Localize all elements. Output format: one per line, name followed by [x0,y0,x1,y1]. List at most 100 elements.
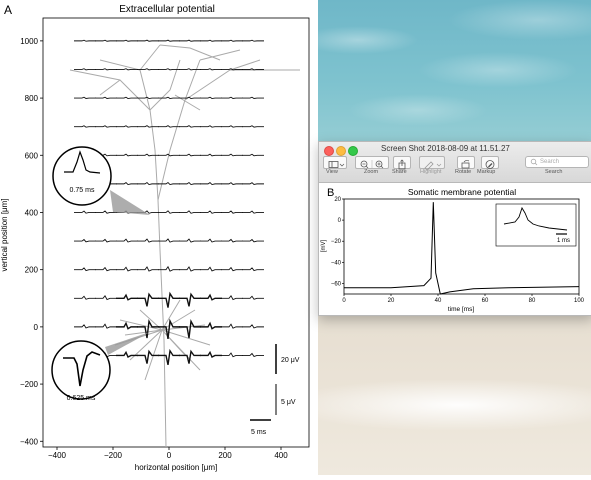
extracellular-trace [116,96,138,99]
panel-b-ylabel: [mV] [321,240,327,253]
extracellular-trace [116,182,138,186]
extracellular-trace [116,293,138,301]
extracellular-trace [221,295,243,301]
extracellular-trace [179,125,201,128]
preview-window[interactable]: Screen Shot 2018-08-09 at 11.51.27 View … [318,141,591,316]
extracellular-trace [221,266,243,272]
extracellular-trace [200,125,222,128]
panel-a-ytick-label: −400 [20,437,39,446]
extracellular-trace [95,68,117,71]
extracellular-trace [242,96,264,99]
panel-b-ytick-label: −40 [331,260,342,266]
extracellular-trace [158,181,180,186]
search-label: Search [545,169,563,175]
rotate-button[interactable] [457,156,475,169]
panel-a-xtick-label: 400 [274,451,288,460]
extracellular-trace [200,210,222,214]
window-titlebar[interactable]: Screen Shot 2018-08-09 at 11.51.27 View … [319,142,591,183]
extracellular-trace [95,39,117,42]
zoom-label: Zoom [364,169,379,175]
extracellular-trace [116,125,138,128]
panel-b-ytick-label: 20 [334,197,341,203]
extracellular-trace [242,210,264,214]
extracellular-trace [158,39,180,42]
panel-a-frame [42,17,310,448]
extracellular-trace [221,182,243,185]
extracellular-trace [158,265,180,272]
close-button[interactable] [324,146,334,156]
extracellular-trace [242,267,264,272]
panel-b-ytick-label: −60 [331,281,342,287]
scale-5uv-label: 5 μV [281,399,296,406]
extracellular-trace [200,266,222,272]
extracellular-trace [221,96,243,99]
extracellular-trace [158,125,180,128]
extracellular-trace [137,68,159,71]
extracellular-trace [200,293,222,301]
extracellular-trace [221,39,243,42]
panel-a-xtick-label: 200 [218,451,232,460]
extracellular-trace [74,39,96,42]
extracellular-trace [221,352,243,358]
extracellular-trace [200,321,222,330]
extracellular-trace [95,210,117,214]
panel-a-xtick-label: 0 [167,451,172,460]
inset-bottom-pointer [105,332,150,355]
extracellular-trace [74,125,96,128]
panel-a-ytick-label: 200 [25,266,39,275]
extracellular-trace [137,238,159,243]
panel-b-xtick-label: 100 [574,298,585,304]
panel-a-yticks: 1000 800 600 400 200 0 −200 −400 [20,37,43,446]
inset-top-trace [64,150,101,174]
share-label: Share [392,169,407,175]
extracellular-trace [200,96,222,99]
panel-b-ytick-label: −20 [331,239,342,245]
inset-top-label: 0.75 ms [70,187,95,194]
panel-b-label: B [327,187,334,199]
inset-bottom-trace [63,351,101,387]
panel-b-xtick-label: 20 [388,298,395,304]
inset-top-pointer [110,190,150,215]
extracellular-trace [221,125,243,128]
search-placeholder: Search [540,159,560,165]
extracellular-trace [179,153,201,157]
markup-button[interactable] [481,156,499,169]
highlight-icon [424,161,442,171]
rotate-label: Rotate [455,169,472,175]
extracellular-trace [158,348,180,366]
extracellular-trace [116,39,138,42]
scale-5ms-label: 5 ms [251,429,267,436]
panel-a-ytick-label: 600 [25,151,39,160]
search-input[interactable]: Search [525,156,589,168]
highlight-button[interactable] [419,156,445,171]
extracellular-trace [179,292,201,307]
window-title: Screen Shot 2018-08-09 at 11.51.27 [381,144,510,153]
extracellular-trace [242,182,264,185]
extracellular-trace [242,324,264,329]
share-button[interactable] [393,156,411,170]
extracellular-trace [242,153,264,157]
panel-b-title: Somatic membrane potential [408,187,516,197]
extracellular-trace [116,350,138,359]
zoom-icon [360,160,384,169]
extracellular-trace [95,96,117,99]
markup-icon [485,160,495,169]
zoom-buttons[interactable] [355,156,389,169]
extracellular-trace [158,318,180,339]
extracellular-trace [221,210,243,214]
panel-a-xtick-label: −400 [48,451,67,460]
extracellular-trace [74,267,96,272]
extracellular-trace [200,68,222,71]
spike-inset-scale-label: 1 ms [557,238,570,244]
extracellular-trace [242,68,264,71]
extracellular-trace [137,292,159,307]
panel-a-svg: A Extracellular potential 1000 800 600 400 2… [0,3,310,472]
view-button[interactable] [323,156,347,169]
panel-b-yticks: 20 0 −20 −40 −60 [331,197,344,287]
panel-a-ylabel: vertical position [μm] [0,198,9,271]
panel-b-frame [343,198,580,295]
inset-top-circle [52,146,112,206]
zoom-window-button[interactable] [348,146,358,156]
extracellular-trace [74,210,96,214]
minimize-button[interactable] [336,146,346,156]
